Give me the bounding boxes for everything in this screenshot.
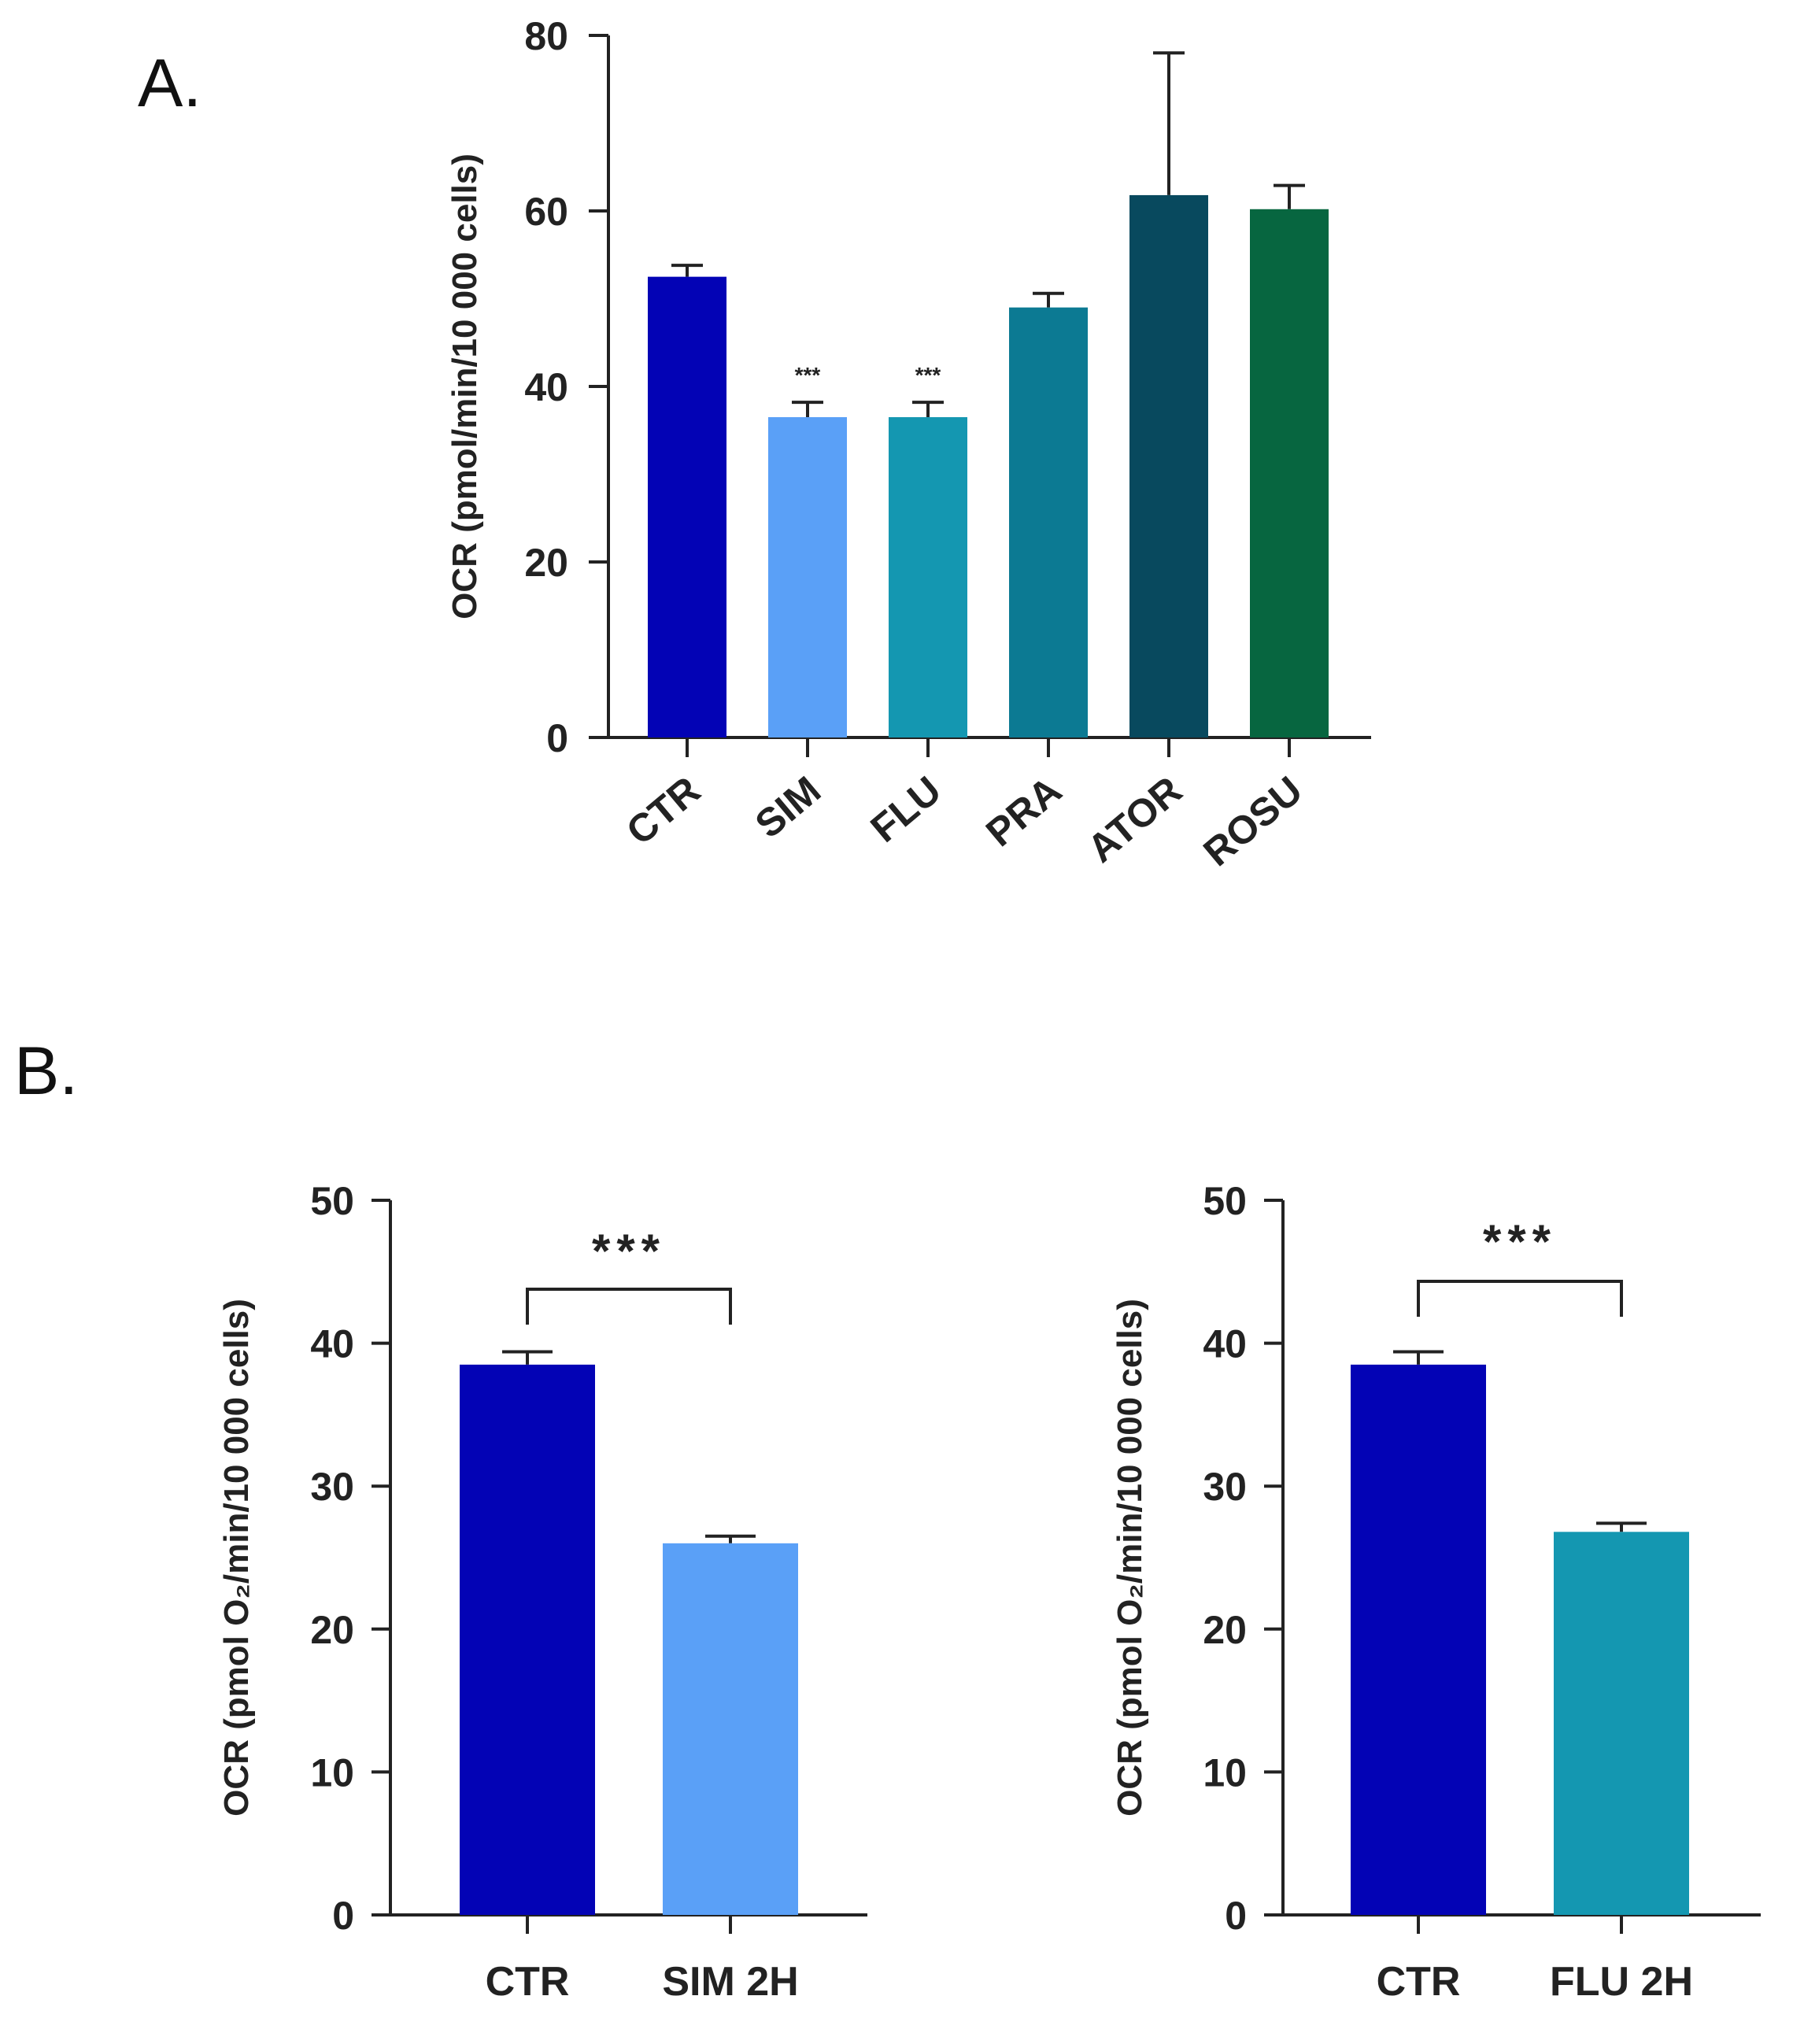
y-tick-label: 30 bbox=[310, 1465, 354, 1509]
x-category-label: PRA bbox=[978, 768, 1070, 856]
bar-ctr bbox=[460, 1364, 595, 1915]
bar-flu-2h bbox=[1554, 1532, 1689, 1915]
x-category-label: SIM 2H bbox=[662, 1959, 798, 2005]
significance-label: *** bbox=[915, 363, 941, 387]
y-tick-label: 40 bbox=[524, 365, 568, 409]
bar-ctr bbox=[1351, 1364, 1486, 1915]
bar-ator bbox=[1129, 194, 1208, 737]
chart-b-sim: 0 10 20 30 40 50 OCR (pmol O₂/min/10 000 cells… bbox=[217, 1179, 867, 2005]
y-tick-label: 40 bbox=[1203, 1322, 1247, 1366]
x-category-label: CTR bbox=[1377, 1959, 1461, 2005]
significance-label: *** bbox=[795, 363, 821, 387]
y-axis-title: OCR (pmol O₂/min/10 000 cells) bbox=[217, 1299, 256, 1817]
bar-sim bbox=[768, 417, 847, 737]
y-tick-label: 0 bbox=[546, 716, 568, 760]
significance-label: *** bbox=[1483, 1215, 1557, 1268]
y-tick-label: 50 bbox=[310, 1179, 354, 1223]
x-category-label: FLU 2H bbox=[1550, 1959, 1693, 2005]
bar-ctr bbox=[648, 276, 726, 737]
y-tick-label: 0 bbox=[1225, 1894, 1247, 1938]
y-tick-label: 10 bbox=[310, 1750, 354, 1795]
y-tick-label: 60 bbox=[524, 190, 568, 234]
y-axis-title: OCR (pmol/min/10 000 cells) bbox=[445, 153, 484, 619]
y-axis-title: OCR (pmol O₂/min/10 000 cells) bbox=[1111, 1299, 1149, 1817]
bar-sim-2h bbox=[663, 1543, 798, 1915]
y-tick-label: 20 bbox=[1203, 1608, 1247, 1652]
x-category-label: SIM bbox=[747, 768, 829, 847]
x-category-label: CTR bbox=[486, 1959, 570, 2005]
bar-flu bbox=[889, 417, 967, 737]
y-tick-label: 80 bbox=[524, 14, 568, 58]
bar-pra bbox=[1009, 307, 1088, 737]
bar-rosu bbox=[1250, 209, 1329, 737]
y-tick-label: 10 bbox=[1203, 1750, 1247, 1795]
x-category-label: CTR bbox=[618, 768, 708, 854]
x-category-label: ATOR bbox=[1079, 768, 1190, 871]
significance-label: *** bbox=[592, 1225, 666, 1277]
x-category-label: FLU bbox=[863, 768, 949, 851]
y-tick-label: 20 bbox=[310, 1608, 354, 1652]
chart-b-flu: 0 10 20 30 40 50 OCR (pmol O₂/min/10 000 cells… bbox=[1111, 1179, 1761, 2005]
y-tick-label: 20 bbox=[524, 541, 568, 585]
panel-b-label: B. bbox=[14, 1033, 78, 1109]
y-tick-label: 40 bbox=[310, 1322, 354, 1366]
panel-a-label: A. bbox=[138, 46, 201, 121]
significance-bracket bbox=[1417, 1280, 1623, 1317]
significance-bracket bbox=[526, 1288, 732, 1325]
chart-a: 0 20 40 60 80 OCR (pmol/min/10 000 cells) CTR S… bbox=[445, 14, 1371, 874]
y-tick-label: 30 bbox=[1203, 1465, 1247, 1509]
y-tick-label: 0 bbox=[332, 1894, 354, 1938]
y-tick-label: 50 bbox=[1203, 1179, 1247, 1223]
x-category-label: ROSU bbox=[1195, 768, 1311, 875]
